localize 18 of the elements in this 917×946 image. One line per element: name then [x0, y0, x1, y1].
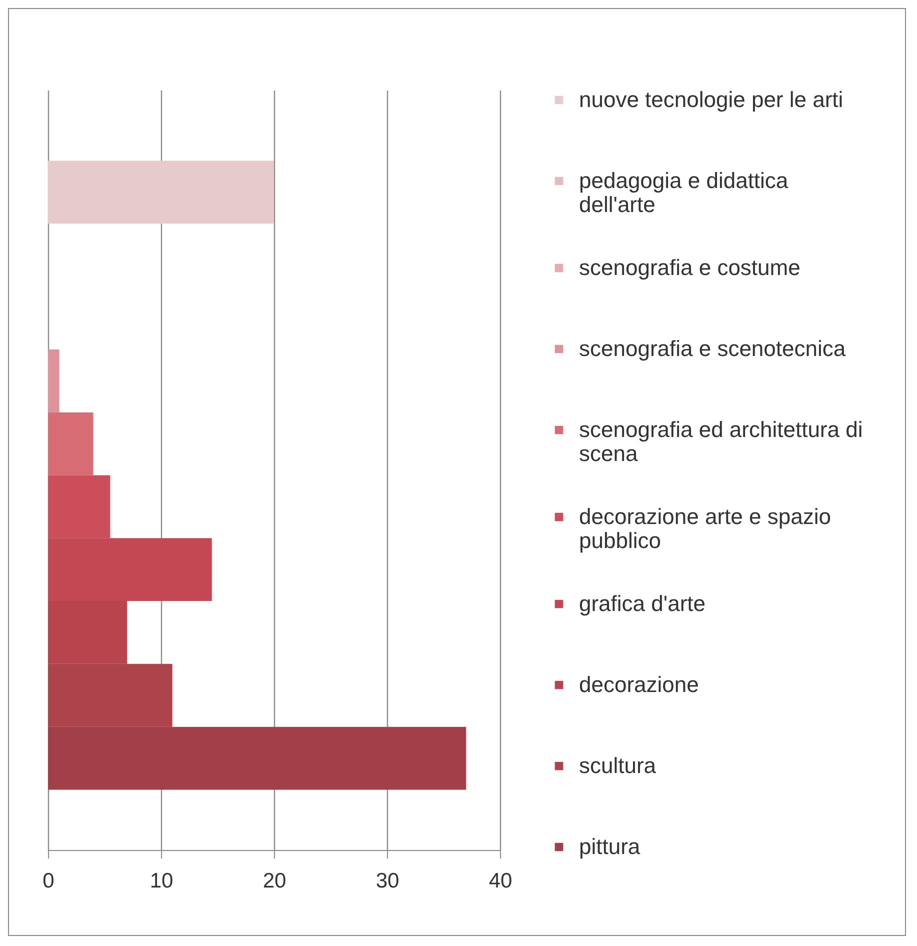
x-tick-label: 10 [150, 870, 174, 892]
legend-label: scultura [579, 753, 657, 778]
x-tick-label: 0 [42, 870, 54, 892]
legend-label: decorazione arte e spazio pubblico [579, 504, 831, 553]
x-tick-label: 30 [376, 870, 400, 892]
legend-label: scenografia e costume [579, 255, 800, 280]
legend-label: nuove tecnologie per le arti [579, 87, 844, 112]
legend-label: pedagogia e didattica dell'arte [579, 168, 789, 217]
legend-label: scenografia e scenotecnica [579, 336, 846, 361]
legend-label: decorazione [579, 672, 699, 697]
legend-label: scenografia ed architettura di scena [579, 417, 863, 466]
legend-label: pittura [579, 834, 641, 859]
bar [48, 160, 274, 224]
bar [48, 349, 60, 412]
legend-label: grafica d'arte [579, 591, 706, 616]
x-tick-label: 40 [488, 870, 512, 892]
bar [48, 412, 94, 476]
x-tick-label: 20 [262, 870, 286, 892]
